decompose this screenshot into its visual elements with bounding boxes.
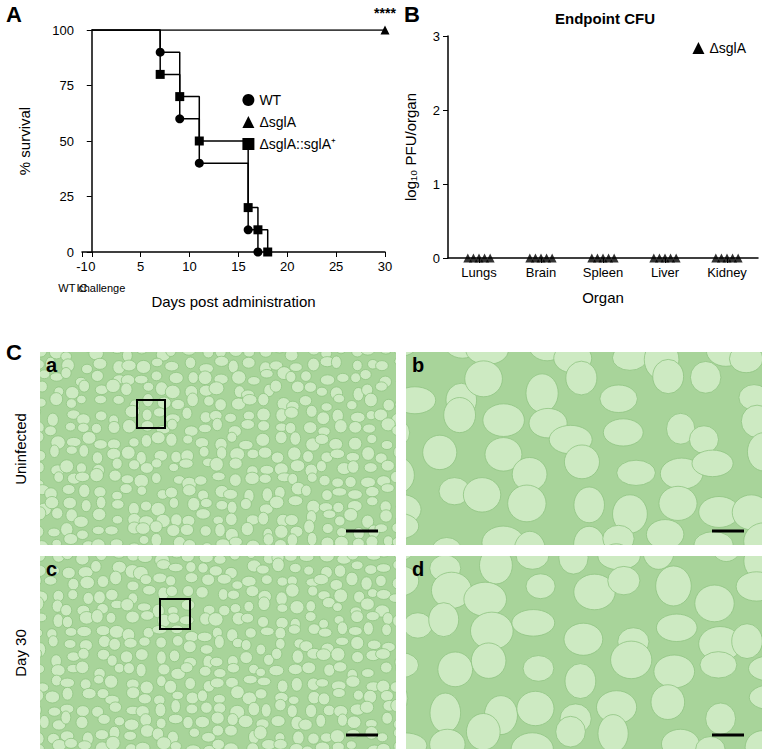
svg-text:WT challenge: WT challenge	[58, 282, 125, 294]
svg-text:ΔsglA: ΔsglA	[259, 114, 296, 130]
svg-text:15: 15	[231, 259, 245, 274]
svg-text:log₁₀ PFU/organ: log₁₀ PFU/organ	[402, 93, 419, 201]
svg-text:-1: -1	[76, 259, 88, 274]
svg-text:WT: WT	[259, 92, 281, 108]
html-text:B: B	[404, 2, 420, 27]
svg-text:Brain: Brain	[526, 265, 556, 280]
svg-text:Endpoint CFU: Endpoint CFU	[555, 10, 655, 27]
html-text:Day 30: Day 30	[11, 628, 28, 677]
svg-text:2: 2	[433, 103, 440, 118]
svg-text:5: 5	[137, 259, 144, 274]
svg-text:25: 25	[329, 259, 343, 274]
html-text:A: A	[6, 2, 22, 27]
svg-text:ΔsglA: ΔsglA	[709, 40, 746, 56]
svg-text:50: 50	[60, 134, 74, 149]
svg-text:Liver: Liver	[651, 265, 680, 280]
svg-text:Lungs: Lungs	[461, 265, 497, 280]
svg-text:0: 0	[67, 245, 74, 260]
svg-text:0: 0	[433, 251, 440, 266]
html-text:b: b	[412, 354, 425, 376]
html-text:Uninfected: Uninfected	[11, 412, 28, 485]
svg-text:ΔsglA::sglA⁺: ΔsglA::sglA⁺	[259, 136, 336, 152]
svg-text:Days post administration: Days post administration	[151, 293, 315, 310]
html-text:c: c	[46, 558, 58, 580]
svg-text:Organ: Organ	[582, 289, 624, 306]
svg-text:% survival: % survival	[16, 107, 33, 175]
svg-text:100: 100	[52, 23, 74, 38]
svg-text:****: ****	[374, 5, 396, 21]
svg-text:Spleen: Spleen	[583, 265, 623, 280]
html-text:d: d	[412, 558, 425, 580]
svg-text:1: 1	[433, 177, 440, 192]
svg-text:25: 25	[60, 189, 74, 204]
svg-text:3: 3	[433, 29, 440, 44]
html-text:a: a	[46, 354, 58, 376]
svg-text:Kidney: Kidney	[707, 265, 747, 280]
svg-text:75: 75	[60, 78, 74, 93]
svg-text:30: 30	[378, 259, 392, 274]
svg-text:0: 0	[88, 259, 95, 274]
html-text:C: C	[6, 340, 22, 365]
svg-text:20: 20	[280, 259, 294, 274]
svg-text:10: 10	[182, 259, 196, 274]
